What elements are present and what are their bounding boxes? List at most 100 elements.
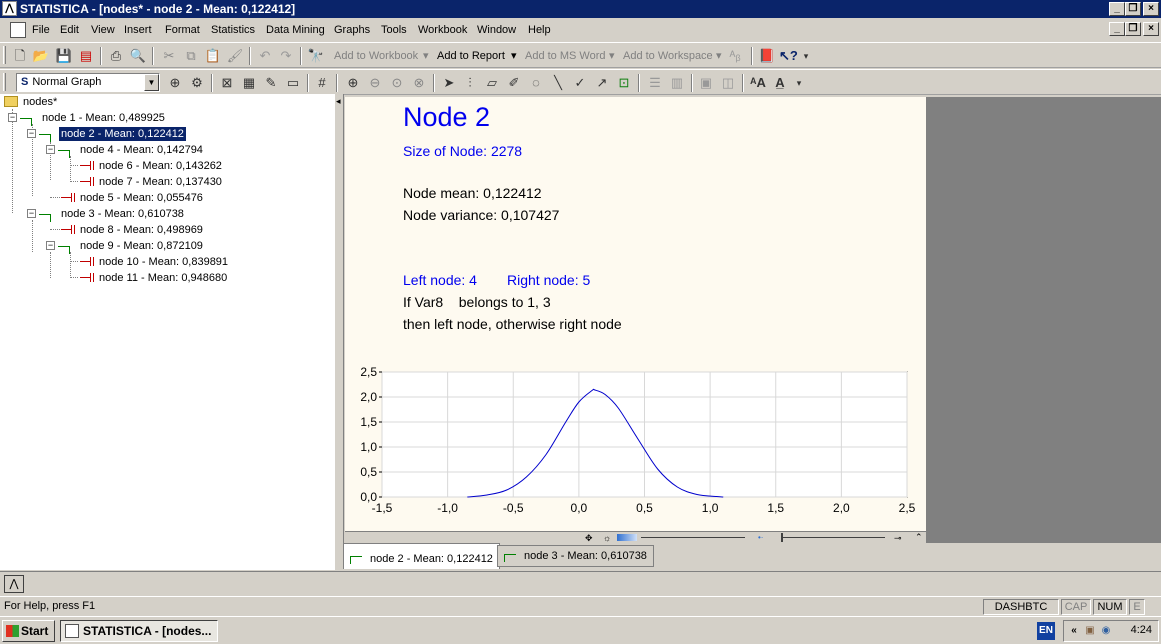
draw-circle-icon[interactable]: ◌ (532, 75, 540, 90)
graph-settings-icon[interactable]: ⚙ (191, 75, 203, 90)
save-icon[interactable]: 💾 (55, 48, 73, 63)
menu-help[interactable]: Help (528, 24, 551, 36)
graph-type-select[interactable]: S Normal Graph ▼ (16, 73, 160, 92)
doc-minimize-button[interactable]: _ (1109, 22, 1125, 36)
tray-expand-icon[interactable]: « (1071, 625, 1077, 636)
tree-node[interactable]: node 7 - Mean: 0,137430 (99, 176, 222, 188)
tree-node[interactable]: node 8 - Mean: 0,498969 (80, 224, 203, 236)
key-icon[interactable]: ⊸ (894, 533, 902, 543)
tab-node-3[interactable]: node 3 - Mean: 0,610738 (497, 545, 654, 567)
copy-icon[interactable]: ⧉ (186, 48, 196, 63)
tab-node-2[interactable]: node 2 - Mean: 0,122412 (343, 543, 500, 569)
close-button[interactable]: × (1143, 2, 1159, 16)
font-size-icon[interactable]: ᴬA (750, 75, 766, 90)
bring-front-icon[interactable]: ▣ (699, 75, 713, 90)
tree-collapse-toggle[interactable]: − (46, 240, 55, 250)
redo-icon[interactable]: ↷ (280, 48, 292, 63)
add-to-report-button[interactable]: Add to Report (437, 50, 505, 62)
tree-node[interactable]: node 4 - Mean: 0,142794 (80, 144, 203, 156)
toolbar-options-icon[interactable]: ▾ (796, 78, 802, 88)
tree-collapse-toggle[interactable]: − (8, 112, 17, 122)
expand-icon[interactable]: ⌃ (915, 532, 923, 542)
menu-window[interactable]: Window (477, 24, 517, 36)
document-icon[interactable] (10, 22, 26, 38)
start-button[interactable]: Start (2, 620, 55, 642)
zoom-slider-track-2[interactable] (781, 537, 885, 538)
paste-icon[interactable]: 📋 (204, 48, 222, 63)
zoom-in-icon[interactable]: ⊕ (347, 75, 359, 90)
draw-line-icon[interactable]: ╲ (554, 75, 562, 90)
add-to-workbook-button[interactable]: Add to Workbook (334, 50, 419, 62)
zoom-slider-track[interactable] (641, 537, 745, 538)
tree-collapse-toggle[interactable]: − (27, 208, 36, 218)
new-icon[interactable]: 🗋 (14, 48, 26, 63)
draw-check-icon[interactable]: ✓ (574, 75, 586, 90)
menu-graphs[interactable]: Graphs (334, 24, 371, 36)
tree-node[interactable]: node 5 - Mean: 0,055476 (80, 192, 203, 204)
menu-edit[interactable]: Edit (60, 24, 79, 36)
draw-rect-icon[interactable]: ▱ (487, 75, 497, 90)
graph-zoom-icon[interactable]: ⊕ (169, 75, 181, 90)
find-icon[interactable]: 🔭 (307, 48, 325, 63)
graph-edit-icon[interactable]: ✎ (265, 75, 277, 90)
menu-format[interactable]: Format (165, 24, 200, 36)
restore-button[interactable]: ❐ (1125, 2, 1141, 16)
move-icon[interactable]: ✥ (585, 533, 593, 543)
minimize-button[interactable]: _ (1109, 2, 1125, 16)
toolbar-grip[interactable] (3, 73, 6, 91)
network-icon[interactable]: ▣ (1085, 625, 1095, 636)
graph-chart-icon[interactable]: ▦ (242, 75, 256, 90)
distribution-chart[interactable]: -1,5 -1,0 -0,5 0,0 0,5 1,0 1,5 2,0 2,5 0,0 0,5 1,0 1… (345, 362, 926, 527)
lock-icon[interactable]: ⊡ (618, 75, 630, 90)
open-icon[interactable]: 📂 (32, 48, 50, 63)
app-icon[interactable]: ⋀ (2, 1, 17, 16)
panel-splitter[interactable]: ◂ (334, 94, 344, 570)
menu-workbook[interactable]: Workbook (418, 24, 468, 36)
distribute-icon[interactable]: ▥ (670, 75, 684, 90)
menu-insert[interactable]: Insert (124, 24, 152, 36)
help-pointer-icon[interactable]: ↖? (779, 48, 798, 63)
menu-view[interactable]: View (91, 24, 115, 36)
menu-tools[interactable]: Tools (381, 24, 407, 36)
zoom-reset-icon[interactable]: ⊙ (391, 75, 403, 90)
book-icon[interactable]: 📕 (758, 48, 776, 63)
language-indicator[interactable]: EN (1037, 622, 1055, 640)
chevron-down-icon[interactable]: ▼ (144, 74, 159, 91)
tree-collapse-toggle[interactable]: − (46, 144, 55, 154)
font-style-icon[interactable]: A̲ (775, 75, 785, 90)
pointer-icon[interactable]: ➤ (443, 75, 455, 90)
menu-statistics[interactable]: Statistics (211, 24, 256, 36)
spell-check-icon[interactable]: ᴬᵦ (729, 48, 741, 63)
doc-close-button[interactable]: × (1143, 22, 1159, 36)
zoom-icon[interactable]: ☼ (603, 533, 612, 543)
format-painter-icon[interactable]: 🖌 (226, 48, 244, 63)
zoom-out-icon[interactable]: ⊖ (369, 75, 381, 90)
menu-data-mining[interactable]: Data Mining (266, 24, 325, 36)
app-tray-icon[interactable]: ◉ (1101, 625, 1111, 636)
graph-window-icon[interactable]: ▭ (286, 75, 300, 90)
tree-node[interactable]: node 11 - Mean: 0,948680 (99, 272, 228, 284)
undo-icon[interactable]: ↶ (259, 48, 271, 63)
tree-node[interactable]: node 3 - Mean: 0,610738 (61, 208, 184, 220)
toolbar-options-icon[interactable]: ▾ (803, 51, 809, 61)
tree-node[interactable]: node 1 - Mean: 0,489925 (42, 112, 165, 124)
zoom-slider-thumb[interactable] (781, 533, 783, 542)
tree-node[interactable]: node 6 - Mean: 0,143262 (99, 160, 222, 172)
menu-file[interactable]: File (32, 24, 50, 36)
workbook-window-icon[interactable]: ⋀ (4, 575, 24, 593)
tree-node[interactable]: node 9 - Mean: 0,872109 (80, 240, 203, 252)
add-to-ms-word-button[interactable]: Add to MS Word (525, 50, 606, 62)
zoom-clear-icon[interactable]: ⊗ (413, 75, 425, 90)
collapse-left-icon[interactable]: ◂ (336, 96, 341, 106)
tree-node-selected[interactable]: node 2 - Mean: 0,122412 (59, 127, 186, 141)
toolbar-grip[interactable] (3, 46, 6, 64)
pdf-icon[interactable]: ▤ (79, 48, 93, 63)
tree-root[interactable]: nodes* (23, 96, 58, 108)
draw-text-icon[interactable]: ✐ (508, 75, 520, 90)
print-preview-icon[interactable]: 🔍 (129, 48, 147, 63)
send-back-icon[interactable]: ◫ (721, 75, 735, 90)
align-icon[interactable]: ☰ (649, 75, 661, 90)
print-icon[interactable]: ⎙ (110, 48, 122, 63)
cut-icon[interactable]: ✂ (163, 48, 175, 63)
add-to-workspace-button[interactable]: Add to Workspace (623, 50, 713, 62)
